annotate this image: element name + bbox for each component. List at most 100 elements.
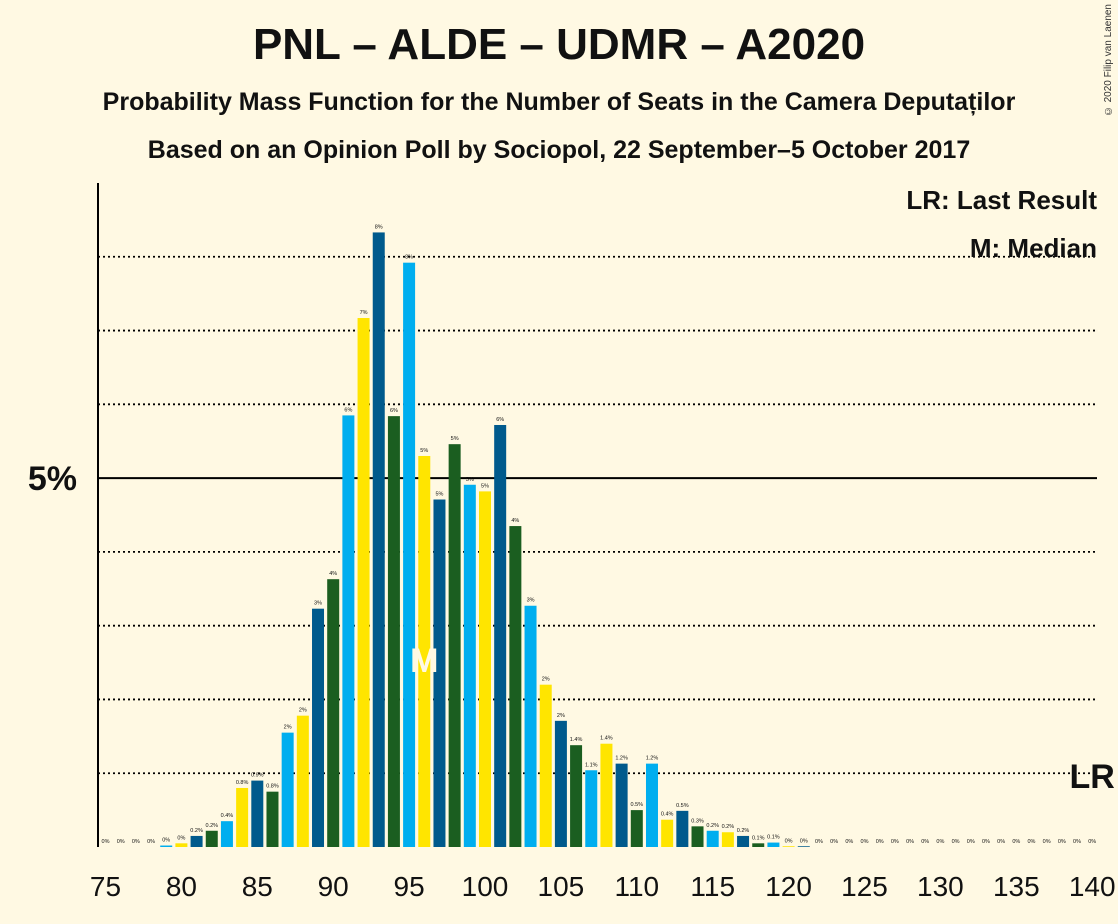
median-marker: M (410, 642, 438, 680)
bar (767, 842, 780, 847)
chart-subtitle: Probability Mass Function for the Number… (102, 88, 1016, 116)
bar (327, 579, 340, 847)
bar (615, 763, 628, 847)
bar-value-label: 0% (845, 839, 853, 845)
bar-value-label: 0% (952, 839, 960, 845)
bar (433, 499, 446, 847)
x-tick-label: 85 (242, 871, 273, 902)
bar (676, 810, 689, 847)
bar-value-label: 0.5% (631, 802, 644, 808)
x-tick-label: 120 (765, 871, 812, 902)
bar (570, 745, 583, 847)
gridlines (98, 255, 1097, 775)
x-tick-label: 90 (318, 871, 349, 902)
bar-value-label: 0% (982, 839, 990, 845)
bar-value-label: 1.2% (615, 756, 628, 762)
bar-value-label: 0.4% (661, 812, 674, 818)
bar (721, 832, 734, 847)
y-tick-label: 5% (28, 460, 77, 498)
bar-value-label: 0.8% (236, 780, 249, 786)
bar (737, 835, 750, 847)
bar-value-label: 0.1% (767, 835, 780, 841)
bar-value-label: 2% (557, 713, 565, 719)
bar-value-label: 0% (967, 839, 975, 845)
bar (752, 843, 765, 847)
bar (220, 821, 233, 847)
x-tick-label: 115 (690, 871, 735, 902)
bar-value-label: 5% (481, 483, 489, 489)
bar (630, 810, 643, 847)
bar (190, 835, 203, 847)
last-result-marker: LR (1070, 758, 1115, 796)
bar (418, 455, 431, 847)
bar (524, 605, 537, 847)
bar-value-label: 3% (527, 598, 535, 604)
bar-value-label: 0.9% (251, 773, 264, 779)
bar-value-label: 0% (162, 838, 170, 844)
bar (479, 491, 491, 847)
bar-value-label: 0% (1028, 839, 1036, 845)
bar-value-label: 0.4% (221, 813, 234, 819)
bar-value-label: 1.1% (585, 762, 598, 768)
bar-value-label: 0% (177, 835, 185, 841)
y-tick-labels: 5% (28, 460, 77, 498)
bar-value-label: 0.2% (190, 828, 203, 834)
bar (342, 415, 355, 847)
bar (706, 830, 719, 847)
bar (251, 780, 264, 847)
bar (539, 684, 552, 847)
bar-value-label: 6% (344, 407, 352, 413)
bar-value-label: 0.3% (691, 818, 704, 824)
x-tick-label: 100 (462, 871, 509, 902)
legend-last-result: LR: Last Result (906, 185, 1097, 215)
chart-source-line: Based on an Opinion Poll by Sociopol, 22… (147, 136, 971, 164)
chart-title: PNL – ALDE – UDMR – A2020 (252, 20, 866, 69)
bar (175, 843, 188, 847)
bar-value-label: 2% (284, 725, 292, 731)
bar-value-label: 0% (785, 838, 793, 844)
bar (509, 526, 522, 847)
bar-value-label: 0% (815, 839, 823, 845)
bar (236, 787, 249, 847)
bar (281, 732, 294, 847)
bar-value-label: 4% (511, 518, 519, 524)
bar (205, 830, 218, 847)
bar-value-label: 4% (329, 571, 337, 577)
bar (554, 720, 567, 847)
bar (797, 846, 810, 847)
bar-value-label: 1.4% (600, 736, 613, 742)
bar-value-label: 0.2% (706, 823, 719, 829)
bar (296, 715, 309, 847)
bar (160, 845, 173, 847)
bar-value-label: 5% (451, 436, 459, 442)
x-tick-labels: 75 80 85 90 95 100 105 110 115 120 125 130 135 140 (90, 871, 1116, 902)
bar-value-label: 0.2% (722, 824, 735, 830)
bar-value-label: 5% (435, 492, 443, 498)
bar-value-label: 0% (102, 839, 110, 845)
bar-value-label: 0% (147, 839, 155, 845)
bar-value-label: 0% (132, 839, 140, 845)
x-tick-label: 130 (917, 871, 964, 902)
bar-value-label: 0% (1073, 839, 1081, 845)
x-tick-label: 75 (90, 871, 121, 902)
bar (463, 484, 476, 847)
bar-value-label: 0% (936, 839, 944, 845)
bar-value-label: 8% (375, 224, 383, 230)
bar-value-label: 0% (1043, 839, 1051, 845)
bar (494, 424, 507, 847)
bar-value-label: 0% (800, 838, 808, 844)
bar (372, 232, 385, 848)
bar-value-label: 1.2% (646, 756, 659, 762)
bar-value-label: 8% (405, 255, 413, 261)
bar-value-label: 0.1% (752, 835, 765, 841)
bar-value-labels: 0% 0% 0% 0% 0% 0%0.2%0.2%0.4%0.8%0.9%0.8%2%2%… (102, 224, 1097, 845)
x-tick-label: 135 (993, 871, 1040, 902)
bar-value-label: 6% (390, 408, 398, 414)
bar-value-label: 1.4% (570, 737, 583, 743)
bar (266, 791, 279, 847)
bar (448, 444, 461, 847)
bar-value-label: 0.8% (266, 784, 279, 790)
bar-value-label: 3% (314, 601, 322, 607)
bar (691, 826, 704, 847)
bar-value-label: 0.2% (205, 823, 218, 829)
